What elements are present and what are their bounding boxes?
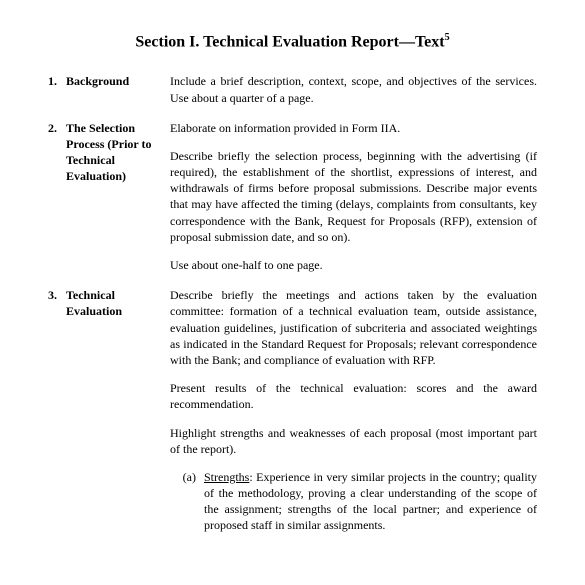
sub-body: Strengths: Experience in very similar pr… xyxy=(204,469,537,534)
paragraph: Highlight strengths and weaknesses of ea… xyxy=(170,425,537,457)
section-title: Section I. Technical Evaluation Report—T… xyxy=(48,32,537,51)
item-number: 3. xyxy=(48,287,66,303)
sub-item-strengths: (a) Strengths: Experience in very simila… xyxy=(170,469,537,534)
item-technical-evaluation: 3. Technical Evaluation Describe briefly… xyxy=(48,287,537,533)
paragraph: Elaborate on information provided in For… xyxy=(170,120,537,136)
paragraph: Use about one-half to one page. xyxy=(170,257,537,273)
title-text: Section I. Technical Evaluation Report—T… xyxy=(135,33,444,50)
item-background: 1. Background Include a brief descriptio… xyxy=(48,73,537,105)
paragraph: Present results of the technical evaluat… xyxy=(170,380,537,412)
sub-label: Strengths xyxy=(204,470,249,484)
document-page: Section I. Technical Evaluation Report—T… xyxy=(0,0,585,556)
item-body: Elaborate on information provided in For… xyxy=(170,120,537,274)
paragraph: Include a brief description, context, sc… xyxy=(170,73,537,105)
paragraph: Describe briefly the selection process, … xyxy=(170,148,537,245)
item-body: Include a brief description, context, sc… xyxy=(170,73,537,105)
item-body: Describe briefly the meetings and action… xyxy=(170,287,537,533)
paragraph: Describe briefly the meetings and action… xyxy=(170,287,537,368)
item-label: The Selection Process (Prior to Technica… xyxy=(66,120,170,185)
item-number: 1. xyxy=(48,73,66,89)
item-label: Background xyxy=(66,73,170,89)
sub-marker: (a) xyxy=(170,469,204,485)
item-label: Technical Evaluation xyxy=(66,287,170,319)
item-selection-process: 2. The Selection Process (Prior to Techn… xyxy=(48,120,537,274)
item-number: 2. xyxy=(48,120,66,136)
title-superscript: 5 xyxy=(445,32,450,43)
sub-text: : Experience in very similar projects in… xyxy=(204,470,537,533)
